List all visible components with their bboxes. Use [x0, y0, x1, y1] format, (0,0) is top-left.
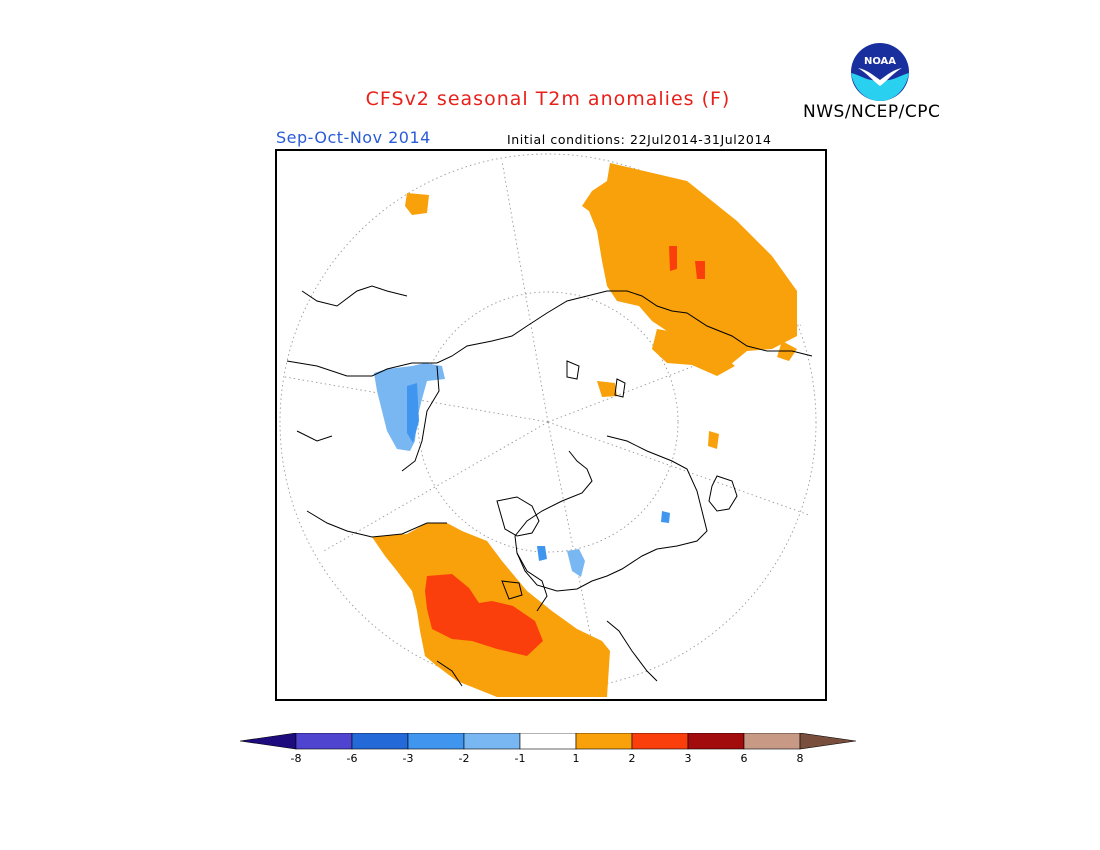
colorbar-tick-label: -3	[402, 752, 414, 765]
colorbar-tick-label: -2	[458, 752, 470, 765]
initial-conditions-label: Initial conditions: 22Jul2014-31Jul2014	[507, 132, 772, 147]
colorbar-tick-label: 6	[740, 752, 748, 765]
season-label: Sep-Oct-Nov 2014	[276, 128, 431, 147]
colorbar-segment	[575, 733, 633, 750]
polar-map	[275, 149, 827, 701]
coastlines	[286, 285, 813, 687]
colorbar-tick-label: -1	[514, 752, 526, 765]
colorbar-arrow-left	[240, 733, 297, 750]
noaa-logo-icon: NOAA	[849, 41, 911, 103]
anomaly-arctic-islands	[537, 511, 670, 577]
anomaly-north-america	[372, 523, 610, 697]
colorbar-segment	[743, 733, 801, 750]
colorbar-tick-label: 8	[796, 752, 804, 765]
colorbar-segment	[295, 733, 353, 750]
anomaly-europe-asia	[405, 163, 797, 449]
polar-map-svg	[279, 153, 817, 697]
colorbar-segment	[351, 733, 409, 750]
colorbar-tick-label: -6	[346, 752, 358, 765]
anomaly-ne-siberia	[374, 363, 445, 451]
colorbar	[240, 733, 857, 750]
svg-text:NOAA: NOAA	[864, 56, 896, 67]
map-title: CFSv2 seasonal T2m anomalies (F)	[365, 88, 731, 110]
colorbar-tick-label: -8	[290, 752, 302, 765]
colorbar-tick-label: 2	[628, 752, 636, 765]
colorbar-tick-label: 1	[572, 752, 580, 765]
agency-label: NWS/NCEP/CPC	[803, 102, 941, 122]
colorbar-arrow-right	[799, 733, 857, 750]
colorbar-tick-label: 3	[684, 752, 692, 765]
colorbar-segment	[631, 733, 689, 750]
colorbar-segment	[687, 733, 745, 750]
colorbar-segment	[519, 733, 577, 750]
colorbar-segment	[407, 733, 465, 750]
colorbar-segment	[463, 733, 521, 750]
